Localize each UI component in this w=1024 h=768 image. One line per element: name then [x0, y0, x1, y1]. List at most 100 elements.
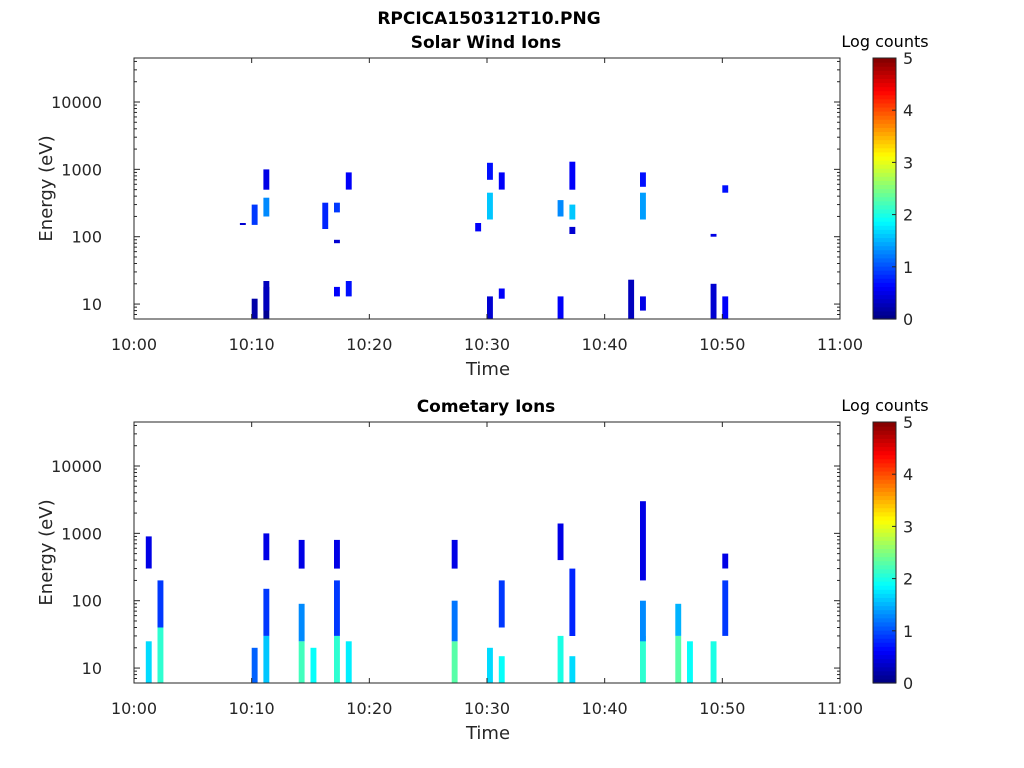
- colorbar-segment: [873, 225, 896, 230]
- colorbar-segment: [873, 306, 896, 312]
- data-cell: [263, 197, 270, 217]
- colorbar-segment: [873, 625, 896, 631]
- colorbar-segment: [873, 666, 896, 672]
- colorbar-segment: [873, 237, 896, 243]
- x-tick-label: 10:00: [111, 335, 157, 354]
- colorbar-segment: [873, 151, 896, 157]
- y-tick-label: 1000: [61, 160, 102, 179]
- data-cell: [298, 641, 305, 683]
- data-cell: [487, 296, 493, 319]
- y-tick-label: 10: [82, 659, 102, 678]
- data-cell: [157, 627, 164, 683]
- data-cell: [251, 647, 258, 683]
- data-cell: [298, 603, 305, 642]
- colorbar-segment: [873, 466, 896, 472]
- colorbar-segment: [873, 111, 896, 116]
- colorbar-segment: [873, 597, 896, 603]
- colorbar-segment: [873, 458, 896, 464]
- colorbar-segment: [873, 487, 896, 492]
- colorbar-segment: [873, 249, 896, 255]
- colorbar-segment: [873, 519, 896, 525]
- colorbar-segment: [873, 654, 896, 660]
- data-cell: [263, 169, 270, 190]
- colorbar-segment: [873, 66, 896, 71]
- colorbar-segment: [873, 176, 896, 181]
- y-tick-label: 1000: [61, 524, 102, 543]
- colorbar-segment: [873, 462, 896, 468]
- data-cell: [557, 200, 564, 217]
- data-cell: [487, 162, 493, 180]
- colorbar-segment: [873, 123, 896, 128]
- data-cell: [451, 600, 458, 642]
- colorbar-segment: [873, 507, 896, 513]
- data-cell: [334, 539, 340, 569]
- colorbar-segment: [873, 536, 896, 541]
- colorbar-segment: [873, 434, 896, 439]
- y-axis-label: Energy (eV): [36, 135, 57, 241]
- colorbar-tick-label: 1: [903, 258, 913, 277]
- colorbar-segment: [873, 78, 896, 84]
- colorbar-segment: [873, 270, 896, 275]
- colorbar-segment: [873, 233, 896, 239]
- colorbar-segment: [873, 642, 896, 647]
- colorbar-segment: [873, 442, 896, 448]
- colorbar-segment: [873, 94, 896, 100]
- data-cell: [557, 635, 564, 683]
- data-cell: [263, 635, 270, 683]
- colorbar-tick-label: 0: [903, 310, 913, 329]
- colorbar-segment: [873, 82, 896, 88]
- data-cell: [251, 298, 258, 319]
- data-cell: [263, 533, 270, 561]
- x-tick-label: 10:20: [346, 699, 392, 718]
- colorbar-tick-label: 1: [903, 622, 913, 641]
- data-cell: [498, 656, 505, 683]
- y-tick-label: 10000: [51, 457, 102, 476]
- colorbar-segment: [873, 564, 896, 570]
- solar-wind-ions-panel: 10:00 10:10 10:20 10:30 10:40 10:50 11:0010100…: [36, 32, 929, 380]
- data-cell: [710, 283, 717, 319]
- data-cell: [322, 202, 329, 229]
- colorbar-tick-label: 2: [903, 206, 913, 225]
- colorbar-segment: [873, 135, 896, 141]
- colorbar-segment: [873, 503, 896, 509]
- colorbar-tick-label: 2: [903, 570, 913, 589]
- data-cell: [498, 580, 505, 628]
- colorbar-segment: [873, 155, 896, 161]
- colorbar-segment: [873, 422, 896, 427]
- data-cell: [157, 580, 164, 628]
- data-cell: [640, 192, 646, 220]
- plot-area: [134, 58, 840, 319]
- data-cell: [569, 161, 576, 190]
- data-cell: [675, 603, 682, 636]
- data-cell: [451, 641, 458, 683]
- x-tick-label: 10:40: [582, 699, 628, 718]
- colorbar-frame: [872, 421, 897, 684]
- y-tick-label: 10: [82, 295, 102, 314]
- colorbar-segment: [873, 638, 896, 643]
- colorbar-segment: [873, 470, 896, 476]
- data-cell: [251, 204, 258, 225]
- colorbar-frame: [872, 57, 897, 320]
- colorbar-segment: [873, 662, 896, 668]
- colorbar-segment: [873, 192, 896, 198]
- data-cell: [298, 539, 305, 569]
- data-cell: [334, 239, 340, 244]
- data-cell: [487, 192, 493, 220]
- data-cell: [710, 233, 717, 237]
- colorbar-segment: [873, 581, 896, 586]
- colorbar-segment: [873, 515, 896, 521]
- colorbar-segment: [873, 62, 896, 67]
- data-cell: [569, 204, 576, 220]
- colorbar-segment: [873, 670, 896, 676]
- data-cell: [640, 501, 646, 581]
- colorbar-segment: [873, 298, 896, 304]
- data-cell: [345, 641, 352, 683]
- data-cell: [569, 656, 576, 683]
- colorbar-segment: [873, 438, 896, 443]
- colorbar-segment: [873, 147, 896, 153]
- y-tick-label: 100: [71, 228, 102, 247]
- colorbar-segment: [873, 544, 896, 550]
- data-cell: [722, 580, 729, 636]
- colorbar-segment: [873, 159, 896, 165]
